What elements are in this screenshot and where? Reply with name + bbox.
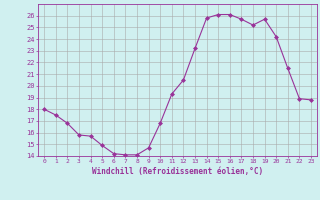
X-axis label: Windchill (Refroidissement éolien,°C): Windchill (Refroidissement éolien,°C): [92, 167, 263, 176]
